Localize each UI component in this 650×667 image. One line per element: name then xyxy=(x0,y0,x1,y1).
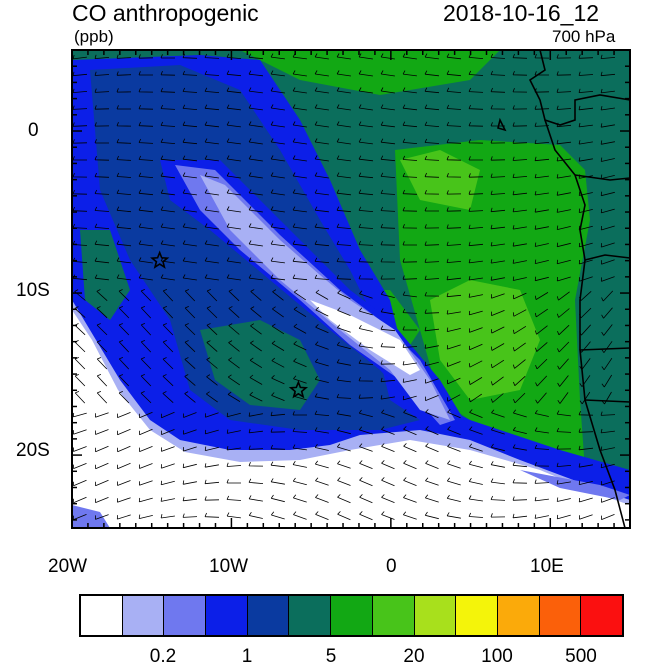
x-tick-label: 10E xyxy=(530,556,564,577)
colorbar-cell xyxy=(164,596,207,635)
colorbar-label: 20 xyxy=(403,646,425,667)
colorbar-label: 5 xyxy=(325,646,337,667)
y-tick-label: 0 xyxy=(28,120,39,141)
y-tick-label: 10S xyxy=(16,280,50,301)
colorbar-cell xyxy=(539,596,582,635)
colorbar-label: 100 xyxy=(481,646,513,667)
colorbar-cell xyxy=(581,596,622,635)
marker-layer xyxy=(150,250,309,399)
x-tick-label: 10W xyxy=(209,556,249,577)
colorbar-cell xyxy=(456,596,498,635)
coastline xyxy=(497,50,630,528)
colorbar-cell xyxy=(497,596,540,635)
wind-vectors xyxy=(72,53,616,521)
datetime-label: 2018-10-16_12 xyxy=(443,0,600,26)
axis-ticks xyxy=(71,49,631,528)
y-tick-label: 20S xyxy=(16,440,50,461)
x-tick-label: 20W xyxy=(48,556,88,577)
colorbar xyxy=(79,594,624,637)
colorbar-cell xyxy=(331,596,373,635)
colorbar-label: 1 xyxy=(241,646,253,667)
map-frame xyxy=(71,49,631,529)
colorbar-label: 0.2 xyxy=(149,646,177,667)
x-tick-label: 0 xyxy=(386,556,397,577)
colorbar-cell xyxy=(289,596,332,635)
colorbar-cell xyxy=(247,596,290,635)
map-title: CO anthropogenic xyxy=(72,0,259,26)
star-marker xyxy=(288,380,309,399)
map-panel xyxy=(71,49,631,529)
colorbar-cell xyxy=(81,596,123,635)
units-label: (ppb) xyxy=(74,27,114,46)
colorbar-cell xyxy=(206,596,248,635)
colorbar-label: 500 xyxy=(565,646,597,667)
colorbar-cell xyxy=(122,596,165,635)
pressure-level-label: 700 hPa xyxy=(552,27,616,46)
co-field xyxy=(72,50,630,528)
colorbar-cell xyxy=(414,596,457,635)
star-marker xyxy=(150,250,170,269)
colorbar-cell xyxy=(372,596,415,635)
